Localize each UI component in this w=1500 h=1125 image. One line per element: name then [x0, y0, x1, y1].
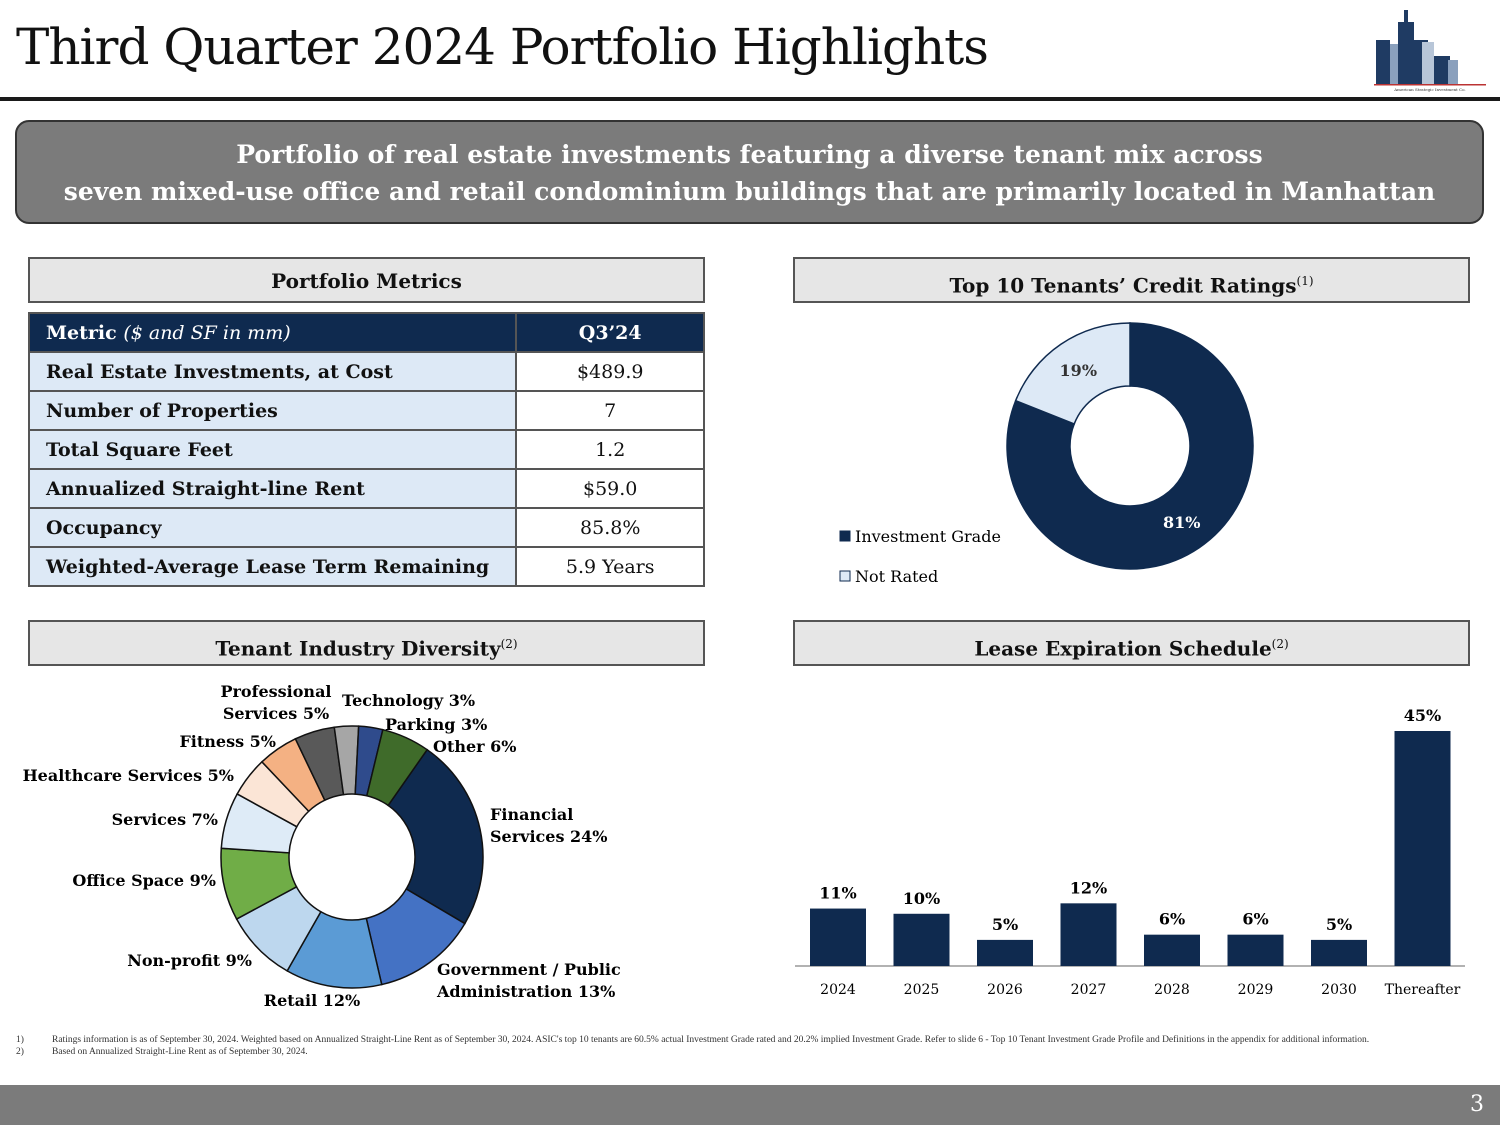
footnote: 2) Based on Annualized Straight-Line Rent… — [16, 1047, 1466, 1057]
bar — [893, 913, 950, 966]
slice-label: Technology 3% — [342, 691, 475, 710]
bar-label: 5% — [1326, 915, 1352, 934]
slice-label: Retail 12% — [264, 991, 360, 1010]
donut-slice — [1014, 322, 1131, 425]
x-tick-label: Thereafter — [1385, 982, 1461, 998]
skyline-logo: American Strategic Investment Co. — [1374, 10, 1486, 92]
metric-value: 7 — [515, 390, 705, 431]
lease-expiration-header: Lease Expiration Schedule(2) — [793, 620, 1470, 666]
slice-label: Government / Public Administration 13% — [436, 960, 621, 1001]
metric-value: $489.9 — [515, 351, 705, 392]
bar-label: 6% — [1242, 910, 1268, 929]
slice-label: 81% — [1163, 513, 1200, 532]
footnote: 1) Ratings information is as of September… — [16, 1035, 1466, 1045]
title-divider — [0, 97, 1500, 101]
metric-value: 5.9 Years — [515, 546, 705, 587]
metric-name: Weighted-Average Lease Term Remaining — [27, 546, 518, 587]
metric-name: Total Square Feet — [27, 429, 518, 470]
banner-line-2: seven mixed-use office and retail condom… — [63, 177, 1436, 206]
svg-text:American Strategic Investment: American Strategic Investment Co. — [1393, 87, 1465, 92]
legend-swatch — [839, 570, 851, 582]
x-tick-label: 2029 — [1238, 982, 1274, 998]
slice-label: Professional Services 5% — [220, 682, 331, 723]
slice-label: Other 6% — [433, 737, 516, 756]
bar-label: 12% — [1070, 878, 1107, 897]
industry-diversity-header: Tenant Industry Diversity(2) — [28, 620, 705, 666]
slice-label: 19% — [1060, 361, 1097, 380]
slice-label: Non-profit 9% — [127, 951, 252, 970]
x-tick-label: 2024 — [820, 982, 856, 998]
table-header-row: Metric ($ and SF in mm) Q3’24 — [27, 312, 705, 353]
slice-label: Office Space 9% — [72, 871, 216, 890]
table-row: Total Square Feet 1.2 — [27, 429, 705, 470]
bar-label: 45% — [1404, 706, 1441, 725]
table-row: Weighted-Average Lease Term Remaining 5.9… — [27, 546, 705, 587]
bar-label: 5% — [992, 915, 1018, 934]
portfolio-metrics-table: Metric ($ and SF in mm) Q3’24 Real Estat… — [27, 312, 705, 587]
slice-label: Financial Services 24% — [490, 805, 608, 846]
bar — [1144, 934, 1200, 966]
metric-value: $59.0 — [515, 468, 705, 509]
footnote-text: Ratings information is as of September 3… — [52, 1035, 1370, 1045]
bar — [1394, 731, 1451, 966]
table-row: Number of Properties 7 — [27, 390, 705, 431]
bar — [810, 908, 866, 966]
q3-header: Q3’24 — [515, 312, 705, 353]
footnote-number: 1) — [16, 1035, 24, 1045]
metric-value: 85.8% — [515, 507, 705, 548]
page-title: Third Quarter 2024 Portfolio Highlights — [16, 18, 989, 76]
slice-label: Services 7% — [112, 810, 218, 829]
footnote-number: 2) — [16, 1047, 24, 1057]
slice-label: Parking 3% — [385, 715, 487, 734]
slice-label: Fitness 5% — [179, 732, 276, 751]
legend-label: Investment Grade — [855, 527, 1001, 546]
bar — [977, 939, 1033, 966]
donut-slice — [387, 748, 484, 925]
legend-swatch — [839, 530, 851, 542]
bar — [1311, 939, 1367, 966]
donut-slice — [1006, 322, 1254, 570]
bar — [1227, 934, 1284, 966]
bar-label: 10% — [903, 889, 940, 908]
bar-label: 6% — [1159, 910, 1185, 929]
credit-ratings-header: Top 10 Tenants’ Credit Ratings(1) — [793, 257, 1470, 303]
x-tick-label: 2028 — [1154, 982, 1190, 998]
table-row: Annualized Straight-line Rent $59.0 — [27, 468, 705, 509]
footer-bar — [0, 1085, 1500, 1125]
banner-line-1: Portfolio of real estate investments fea… — [236, 140, 1263, 169]
metric-value: 1.2 — [515, 429, 705, 470]
bar-label: 11% — [819, 884, 856, 903]
metric-name: Real Estate Investments, at Cost — [27, 351, 518, 392]
bar — [1060, 903, 1117, 966]
x-tick-label: 2027 — [1071, 982, 1107, 998]
portfolio-metrics-header: Portfolio Metrics — [28, 257, 705, 303]
slice-label: Healthcare Services 5% — [23, 766, 234, 785]
summary-banner: Portfolio of real estate investments fea… — [15, 120, 1484, 224]
page-number: 3 — [1470, 1092, 1484, 1117]
table-row: Occupancy 85.8% — [27, 507, 705, 548]
metric-name: Annualized Straight-line Rent — [27, 468, 518, 509]
footnotes: 1) Ratings information is as of September… — [16, 1035, 1466, 1059]
table-row: Real Estate Investments, at Cost $489.9 — [27, 351, 705, 392]
metric-header: Metric — [46, 321, 117, 344]
lease-expiration-chart: 11% 2024 10% 2025 5% 2026 12% 2027 6% 2028 6% 2029 5… — [795, 706, 1465, 998]
x-tick-label: 2026 — [987, 982, 1023, 998]
metric-name: Occupancy — [27, 507, 518, 548]
footnote-text: Based on Annualized Straight-Line Rent a… — [52, 1047, 308, 1057]
legend-label: Not Rated — [855, 567, 938, 586]
x-tick-label: 2030 — [1321, 982, 1357, 998]
metric-note: ($ and SF in mm) — [123, 321, 291, 344]
donut-slice — [365, 728, 429, 807]
x-tick-label: 2025 — [904, 982, 940, 998]
industry-diversity-chart: Financial Services 24% Government / Public… — [23, 682, 621, 1010]
metric-name: Number of Properties — [27, 390, 518, 431]
credit-ratings-chart: 81% 19% Investment Grade Not Rated — [839, 322, 1254, 586]
